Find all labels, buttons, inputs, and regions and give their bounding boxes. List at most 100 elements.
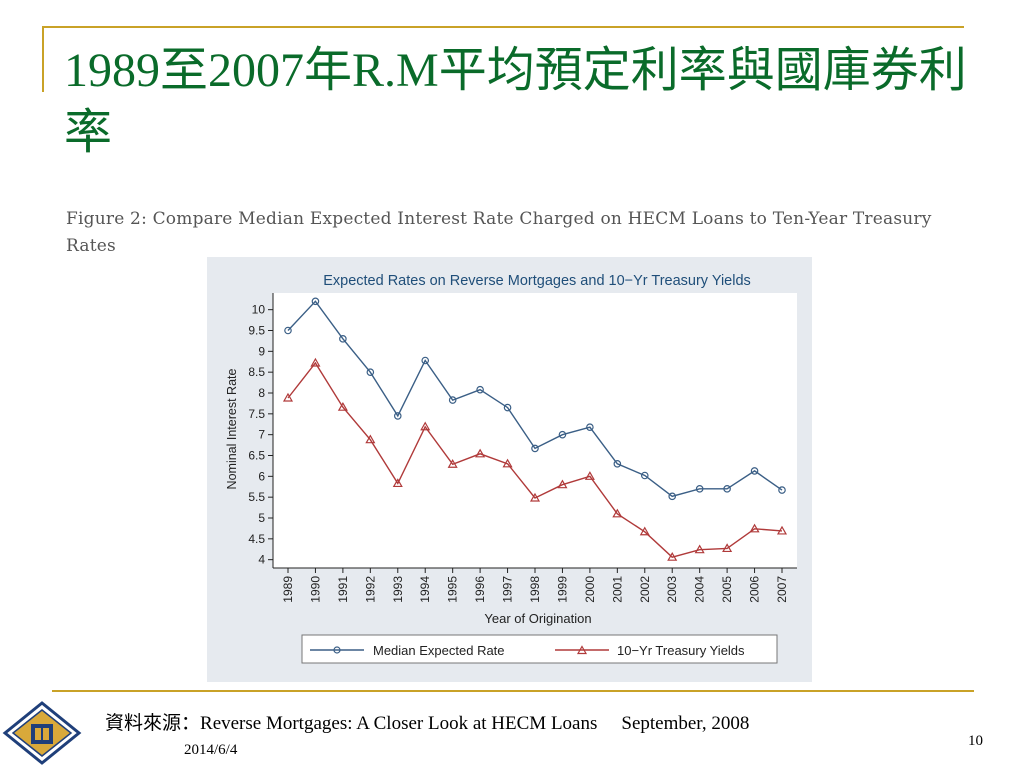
data-point (695, 485, 704, 493)
chart-panel: Expected Rates on Reverse Mortgages and … (207, 257, 812, 682)
y-tick-label: 6 (258, 469, 265, 483)
data-point (337, 401, 348, 411)
x-tick-label: 1989 (281, 576, 295, 603)
data-point (366, 368, 375, 376)
data-point (284, 326, 292, 335)
x-tick-label: 1990 (308, 576, 322, 603)
left-decorative-rule (42, 26, 44, 92)
x-tick-label: 2007 (775, 576, 789, 603)
line-chart: Expected Rates on Reverse Mortgages and … (225, 273, 797, 664)
figure-caption: Figure 2: Compare Median Expected Intere… (66, 209, 932, 256)
page-number: 10 (968, 733, 983, 749)
y-tick-label: 9 (258, 344, 265, 358)
data-point (447, 459, 458, 468)
data-point (722, 543, 733, 553)
data-point (668, 492, 677, 501)
data-point (586, 423, 594, 431)
legend: Median Expected Rate 10−Yr Treasury Yiel… (301, 634, 778, 664)
x-tick-label: 1991 (336, 576, 350, 603)
data-point (365, 434, 376, 444)
x-tick-label: 2003 (665, 576, 679, 603)
x-tick-label: 1995 (446, 576, 460, 603)
plot-area (273, 293, 797, 568)
data-point (667, 551, 678, 561)
data-point (639, 526, 650, 536)
data-point (612, 508, 623, 518)
legend-treasury-marker (576, 645, 588, 655)
data-point (421, 356, 430, 365)
data-point (557, 479, 568, 489)
y-tick-label: 5 (258, 511, 265, 525)
x-tick-label: 2005 (720, 576, 734, 603)
bottom-decorative-rule (52, 690, 974, 692)
data-point (558, 430, 567, 439)
data-point (310, 357, 321, 367)
data-point (529, 492, 541, 502)
data-point (749, 523, 760, 533)
data-point (613, 460, 622, 468)
data-point (475, 448, 486, 458)
legend-treasury-label: 10−Yr Treasury Yields (617, 643, 745, 658)
data-point (339, 335, 347, 343)
legend-box (301, 634, 778, 664)
data-point (694, 544, 705, 554)
x-tick-label: 2006 (748, 576, 762, 603)
y-tick-label: 4 (258, 553, 265, 567)
series-layer (282, 297, 788, 561)
series-treasury-yields (282, 357, 788, 561)
x-tick-label: 1996 (473, 576, 487, 603)
x-tick-label: 2002 (638, 576, 652, 603)
legend-median-marker (333, 646, 341, 654)
university-logo (2, 701, 82, 765)
y-tick-label: 8.5 (248, 365, 265, 379)
source-date: September, 2008 (621, 713, 750, 734)
data-point (393, 412, 402, 420)
data-point (282, 392, 294, 402)
x-tick-label: 1998 (528, 576, 542, 603)
data-point (584, 471, 595, 480)
data-point (531, 444, 539, 453)
data-point (750, 467, 759, 475)
x-axis-label: Year of Origination (484, 611, 591, 626)
slide-date: 2014/6/4 (184, 742, 238, 758)
data-point (392, 478, 403, 488)
y-tick-label: 6.5 (248, 449, 265, 463)
x-tick-label: 2001 (610, 576, 624, 603)
x-tick-label: 1994 (418, 576, 432, 603)
source-citation: 資料來源：Reverse Mortgages: A Closer Look at… (105, 708, 749, 735)
data-point (723, 485, 731, 493)
source-title: Reverse Mortgages: A Closer Look at HECM… (200, 713, 598, 734)
data-point (503, 403, 512, 412)
x-axis: 1989 1990 1991 1992 1993 1994 1995 1996 1997 1998… (273, 567, 797, 603)
x-tick-label: 2004 (693, 576, 707, 603)
x-tick-label: 1992 (363, 576, 377, 603)
x-tick-label: 2000 (583, 576, 597, 603)
y-tick-label: 8 (258, 386, 265, 400)
y-axis: 4 4.5 5 5.5 6 6.5 7 7.5 8 8.5 9 9.5 10 (248, 293, 274, 568)
data-point (311, 297, 320, 306)
legend-median-label: Median Expected Rate (373, 643, 505, 658)
series-median-expected-rate (284, 297, 786, 501)
y-axis-label: Nominal Interest Rate (225, 369, 239, 490)
x-tick-label: 1993 (391, 576, 405, 603)
x-tick-label: 1997 (501, 576, 515, 603)
data-point (420, 421, 431, 431)
data-point (502, 458, 513, 468)
y-tick-label: 9.5 (248, 324, 265, 338)
y-tick-label: 5.5 (248, 490, 265, 504)
x-tick-label: 1999 (555, 576, 569, 603)
y-tick-label: 10 (252, 303, 266, 317)
slide-title: 1989至2007年R.M平均預定利率與國庫券利率 (64, 44, 967, 159)
data-point (776, 525, 788, 535)
data-point (448, 396, 457, 404)
series-line-treasury-yields (287, 361, 783, 558)
data-point (476, 385, 484, 394)
y-tick-label: 4.5 (248, 532, 265, 546)
y-tick-label: 7.5 (248, 407, 265, 421)
chart-title: Expected Rates on Reverse Mortgages and … (323, 273, 751, 289)
series-line-median-expected-rate (287, 300, 783, 498)
source-label: 資料來源： (105, 713, 201, 734)
y-tick-label: 7 (258, 428, 265, 442)
data-point (640, 471, 649, 480)
top-decorative-rule (42, 26, 964, 28)
